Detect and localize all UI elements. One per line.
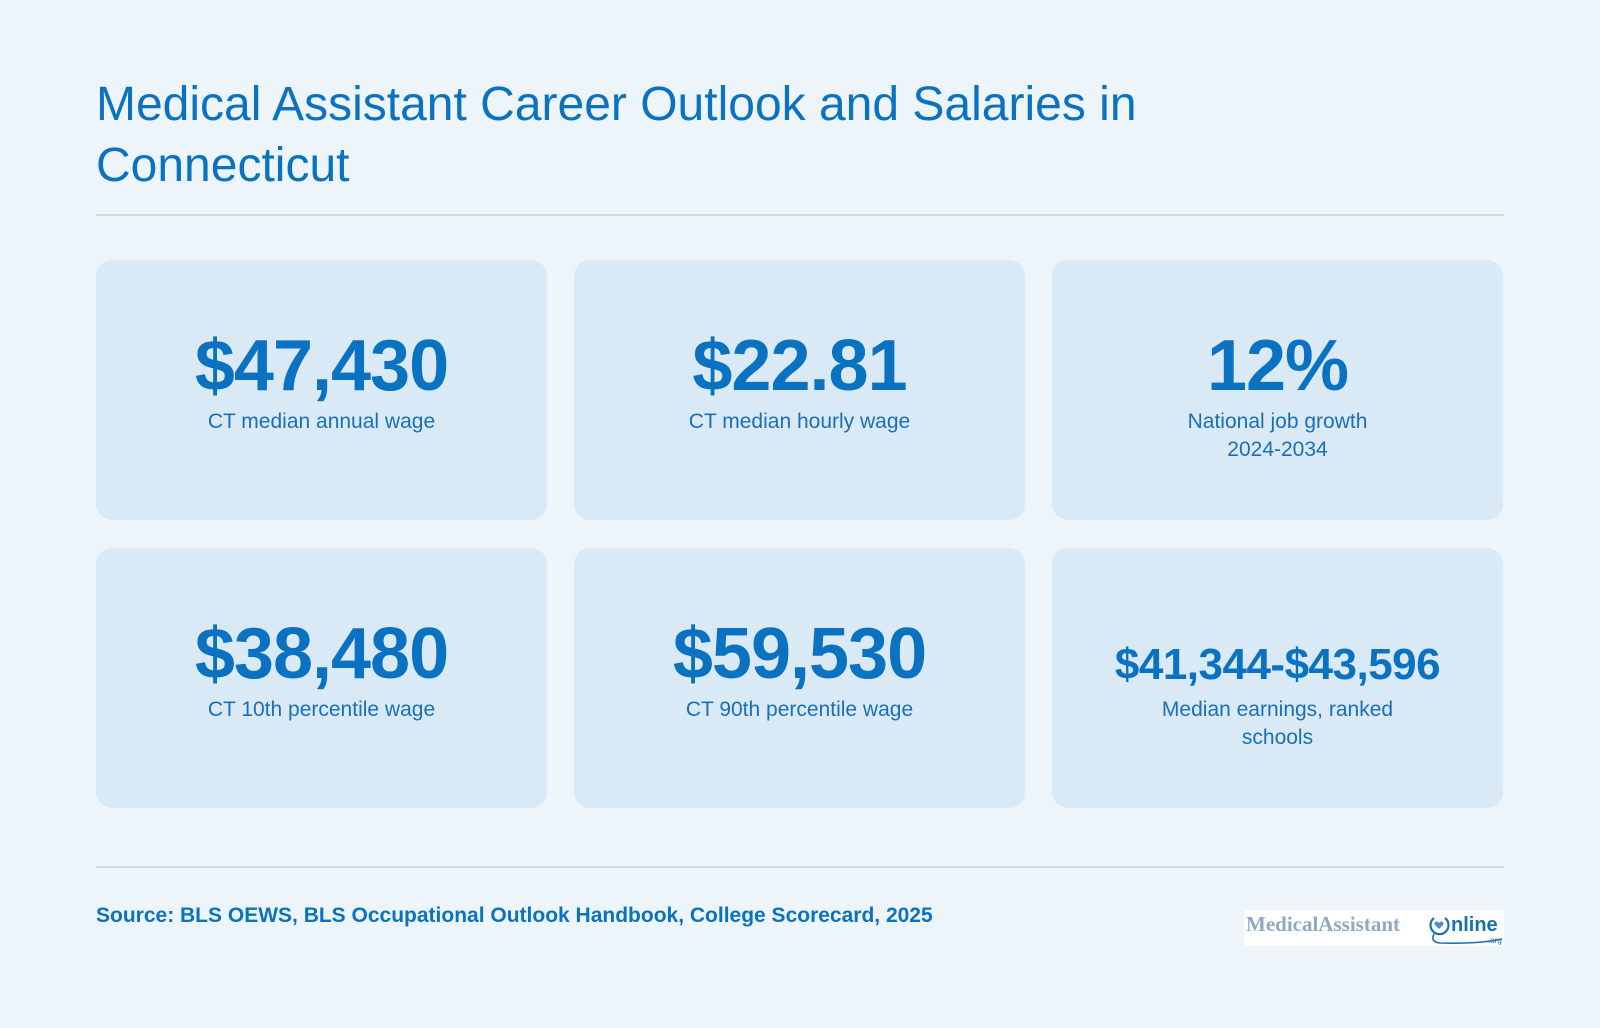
stat-label: CT 90th percentile wage bbox=[685, 698, 914, 721]
stat-label: CT median annual wage bbox=[207, 410, 436, 433]
stat-card-90th-percentile-wage: $59,530 CT 90th percentile wage bbox=[574, 548, 1025, 808]
page-title: Medical Assistant Career Outlook and Sal… bbox=[96, 78, 1137, 192]
header-divider bbox=[96, 214, 1504, 216]
logo-suffix: .org bbox=[1488, 936, 1502, 945]
stat-value: $59,530 bbox=[672, 614, 927, 694]
logo-wordmark-tail: nline bbox=[1451, 914, 1498, 936]
stat-label: CT 10th percentile wage bbox=[207, 698, 436, 721]
stat-label: Median earnings, ranked schools bbox=[1161, 698, 1394, 749]
stat-card-10th-percentile-wage: $38,480 CT 10th percentile wage bbox=[96, 548, 547, 808]
stat-value: $41,344-$43,596 bbox=[1114, 640, 1441, 689]
stat-card-ranked-school-earnings: $41,344-$43,596 Median earnings, ranked … bbox=[1052, 548, 1503, 808]
logo-wordmark: MedicalAssistant bbox=[1246, 912, 1400, 936]
stat-value: $38,480 bbox=[194, 614, 449, 694]
stat-value: 12% bbox=[1206, 326, 1349, 406]
infographic: Medical Assistant Career Outlook and Sal… bbox=[96, 0, 1504, 1028]
medicalassistantonline-logo[interactable]: MedicalAssistant nline .org bbox=[1244, 910, 1504, 946]
footer-divider bbox=[96, 866, 1504, 868]
source-citation: Source: BLS OEWS, BLS Occupational Outlo… bbox=[96, 904, 933, 927]
stat-label: CT median hourly wage bbox=[688, 410, 911, 433]
stat-card-median-hourly-wage: $22.81 CT median hourly wage bbox=[574, 260, 1025, 520]
stat-value: $22.81 bbox=[692, 326, 907, 406]
stat-card-median-annual-wage: $47,430 CT median annual wage bbox=[96, 260, 547, 520]
stat-value: $47,430 bbox=[194, 326, 449, 406]
stat-label: National job growth 2024-2034 bbox=[1187, 410, 1368, 461]
stats-grid: $47,430 CT median annual wage $22.81 CT … bbox=[96, 260, 1504, 808]
stethoscope-heart-icon bbox=[1429, 917, 1503, 944]
stat-card-job-growth: 12% National job growth 2024-2034 bbox=[1052, 260, 1503, 520]
